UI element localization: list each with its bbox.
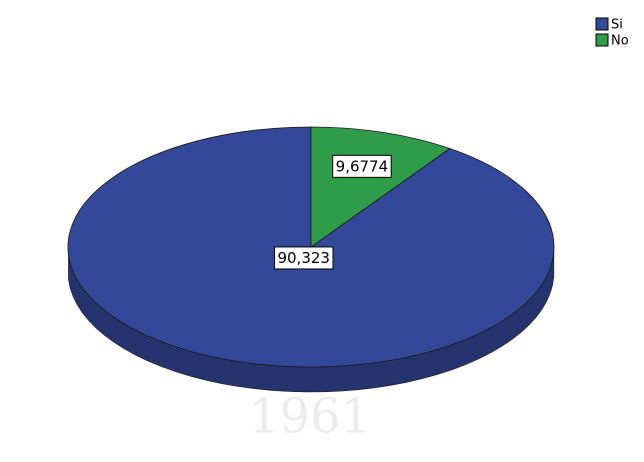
watermark: 1961 — [249, 389, 371, 445]
data-label: 90,323 — [273, 246, 334, 270]
data-label-box — [332, 154, 392, 178]
legend-label: Si — [611, 18, 623, 33]
legend-swatch — [595, 33, 609, 47]
legend-label: No — [611, 34, 629, 49]
data-label-text: 90,323 — [277, 249, 330, 267]
legend-swatch — [595, 17, 609, 31]
data-label-text: 9,6774 — [336, 157, 389, 175]
data-label: 9,6774 — [332, 154, 392, 178]
data-label-box — [273, 246, 334, 270]
